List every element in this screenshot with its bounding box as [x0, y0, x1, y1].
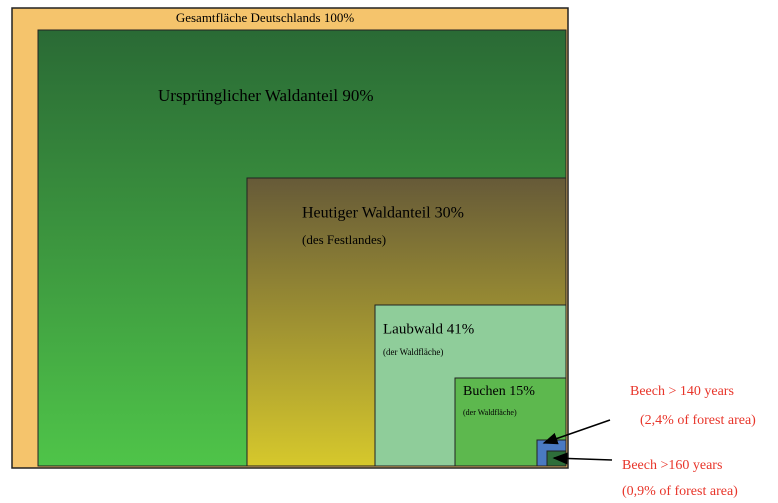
label: Buchen 15%: [463, 384, 535, 399]
annotation: Beech >160 years: [622, 458, 722, 473]
label: Heutiger Waldanteil 30%: [302, 205, 464, 222]
annotation: (0,9% of forest area): [622, 484, 738, 499]
arrow: [542, 419, 611, 445]
label: Ursprünglicher Waldanteil 90%: [158, 86, 373, 105]
arrow: [552, 452, 613, 465]
label-note: (des Festlandes): [302, 232, 386, 247]
annotation: (2,4% of forest area): [640, 413, 756, 428]
label: Laubwald 41%: [383, 321, 474, 337]
label: Gesamtfläche Deutschlands 100%: [176, 10, 355, 25]
annotation: Beech > 140 years: [630, 384, 734, 399]
label-note: (der Waldfläche): [463, 408, 517, 417]
label-note: (der Waldfläche): [383, 347, 443, 357]
